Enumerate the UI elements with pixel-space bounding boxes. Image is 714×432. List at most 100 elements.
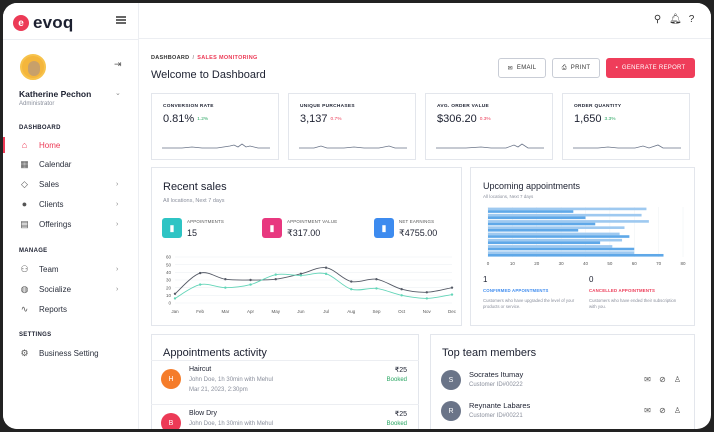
kpi-value: $306.20 bbox=[437, 113, 477, 125]
kpi-delta: 1.2% bbox=[197, 116, 209, 122]
gear-icon: ⚙ bbox=[20, 347, 29, 358]
y-tick-label: 60 bbox=[166, 255, 172, 260]
kpi-sparkline bbox=[299, 145, 407, 149]
kpi-sparkline bbox=[436, 143, 544, 149]
sidebar-item-label: Business Setting bbox=[39, 348, 99, 358]
member-id: Customer ID#00221 bbox=[469, 413, 523, 419]
upcoming-title: Upcoming appointments bbox=[483, 181, 581, 191]
sidebar-item-offerings[interactable]: ▤ Offerings › bbox=[3, 215, 139, 233]
stat-label: APPOINTMENTS bbox=[187, 219, 225, 224]
chevron-right-icon: › bbox=[116, 285, 119, 293]
table-row[interactable]: S Socrates Itumay Customer ID#00222 ✉ ⊘ … bbox=[431, 366, 696, 396]
sidebar-item-team[interactable]: ⚇ Team › bbox=[3, 260, 139, 278]
data-point bbox=[224, 278, 227, 281]
kpi-sparkline bbox=[162, 143, 270, 149]
sidebar-item-sales[interactable]: ◇ Sales › bbox=[3, 175, 139, 193]
bar bbox=[488, 238, 623, 242]
series-line-0 bbox=[174, 267, 453, 295]
sidebar-item-label: Calendar bbox=[39, 159, 72, 169]
app-name: evoq bbox=[33, 13, 74, 32]
tag-icon: ◇ bbox=[21, 178, 28, 189]
home-icon: ⌂ bbox=[21, 139, 28, 150]
x-tick-label: Feb bbox=[196, 309, 204, 314]
user-icon[interactable]: ♙ bbox=[673, 375, 682, 384]
chevron-right-icon: › bbox=[116, 180, 119, 188]
chevron-right-icon: › bbox=[116, 265, 119, 273]
series-line-1 bbox=[174, 272, 453, 299]
service-date: Mar 21, 2023, 2:30pm bbox=[189, 387, 248, 393]
x-tick-label: 0 bbox=[487, 261, 490, 266]
member-actions: ✉ ⊘ ♙ bbox=[643, 375, 682, 384]
logout-icon[interactable]: ⇥ bbox=[114, 59, 122, 69]
menu-toggle-icon[interactable] bbox=[116, 16, 126, 24]
sidebar-item-business-setting[interactable]: ⚙ Business Setting bbox=[3, 344, 139, 362]
x-tick-label: Jul bbox=[323, 309, 329, 314]
recent-sales-title: Recent sales bbox=[163, 181, 227, 193]
bar bbox=[488, 235, 630, 238]
bar bbox=[488, 220, 649, 223]
sidebar-item-socialize[interactable]: ◍ Socialize › bbox=[3, 280, 139, 298]
sidebar-item-calendar[interactable]: ▦ Calendar bbox=[3, 155, 139, 173]
search-icon[interactable]: ⚲ bbox=[653, 14, 662, 25]
x-tick-label: Sep bbox=[372, 309, 381, 314]
sidebar-item-label: Reports bbox=[39, 304, 68, 314]
block-icon[interactable]: ⊘ bbox=[659, 375, 666, 384]
x-tick-label: Apr bbox=[247, 309, 255, 314]
brand[interactable]: e evoq bbox=[13, 13, 73, 33]
avatar[interactable] bbox=[20, 54, 46, 80]
table-row[interactable]: R Reynante Labares Customer ID#00221 ✉ ⊘… bbox=[431, 397, 696, 427]
x-tick-label: 30 bbox=[559, 261, 565, 266]
print-button-label: PRINT bbox=[570, 65, 591, 71]
person-icon: ● bbox=[21, 198, 28, 209]
kpi-order-quantity: ORDER QUANTITY 1,650 3.3% bbox=[562, 93, 690, 160]
status-badge: Booked bbox=[386, 377, 407, 383]
chart-bars-icon: ▮ bbox=[374, 218, 394, 238]
x-tick-label: 70 bbox=[656, 261, 662, 266]
data-point bbox=[400, 294, 403, 297]
print-button[interactable]: ⎙ PRINT bbox=[552, 58, 600, 78]
user-icon[interactable]: ♙ bbox=[673, 406, 682, 415]
x-tick-label: 10 bbox=[510, 261, 516, 266]
mail-icon[interactable]: ✉ bbox=[644, 406, 651, 415]
kpi-title: ORDER QUANTITY bbox=[574, 104, 622, 109]
sidebar-divider bbox=[3, 39, 139, 40]
avatar: B bbox=[161, 413, 181, 429]
member-name: Reynante Labares bbox=[469, 401, 531, 410]
data-point bbox=[400, 288, 403, 291]
block-icon[interactable]: ⊘ bbox=[659, 406, 666, 415]
sidebar-item-label: Sales bbox=[39, 179, 60, 189]
confirmed-count: 1 bbox=[483, 275, 488, 284]
data-point bbox=[173, 292, 177, 295]
generate-report-label: GENERATE REPORT bbox=[621, 65, 686, 71]
mail-icon[interactable]: ✉ bbox=[644, 375, 651, 384]
x-tick-label: Jan bbox=[171, 309, 179, 314]
email-button[interactable]: ✉ EMAIL bbox=[498, 58, 546, 78]
user-menu-chevron-icon[interactable]: ⌄ bbox=[115, 90, 121, 97]
data-point bbox=[198, 271, 202, 275]
sidebar-item-reports[interactable]: ∿ Reports bbox=[3, 300, 139, 318]
sidebar-item-home[interactable]: ⌂ Home bbox=[3, 136, 139, 154]
stat-appointment-value: ▮ APPOINTMENT VALUE ₹317.00 bbox=[262, 218, 337, 238]
kpi-value: 1,650 bbox=[574, 113, 602, 125]
sidebar-item-clients[interactable]: ● Clients › bbox=[3, 195, 139, 213]
generate-report-button[interactable]: ▪ GENERATE REPORT bbox=[606, 58, 695, 78]
top-bar: ⚲ 🔔︎ ? bbox=[139, 3, 711, 39]
list-item[interactable]: H Haircut John Doe, 1h 30min with Mehul … bbox=[151, 360, 419, 404]
bar bbox=[488, 241, 601, 245]
bar bbox=[488, 213, 642, 217]
help-icon[interactable]: ? bbox=[688, 14, 695, 25]
kpi-delta: 0.3% bbox=[479, 116, 491, 122]
breadcrumb-current: SALES MONITORING bbox=[197, 55, 258, 61]
x-tick-label: 40 bbox=[583, 261, 589, 266]
data-point bbox=[450, 286, 454, 289]
list-item[interactable]: B Blow Dry John Doe, 1h 30min with Mehul… bbox=[151, 404, 419, 429]
appointments-activity-card: Appointments activity bbox=[151, 334, 419, 429]
kpi-delta: 0.7% bbox=[330, 116, 342, 122]
bell-icon[interactable]: 🔔︎ bbox=[669, 14, 682, 25]
breadcrumb-root[interactable]: DASHBOARD bbox=[151, 55, 190, 61]
sidebar-item-label: Offerings bbox=[39, 219, 72, 229]
sidebar-item-label: Team bbox=[39, 264, 59, 274]
data-point bbox=[375, 287, 378, 290]
data-point bbox=[274, 278, 277, 281]
stat-label: APPOINTMENT VALUE bbox=[287, 219, 338, 224]
